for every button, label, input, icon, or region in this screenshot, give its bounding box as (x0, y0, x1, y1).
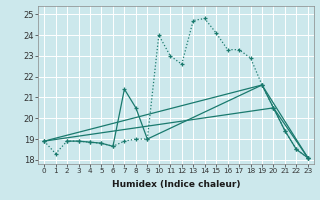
X-axis label: Humidex (Indice chaleur): Humidex (Indice chaleur) (112, 180, 240, 189)
